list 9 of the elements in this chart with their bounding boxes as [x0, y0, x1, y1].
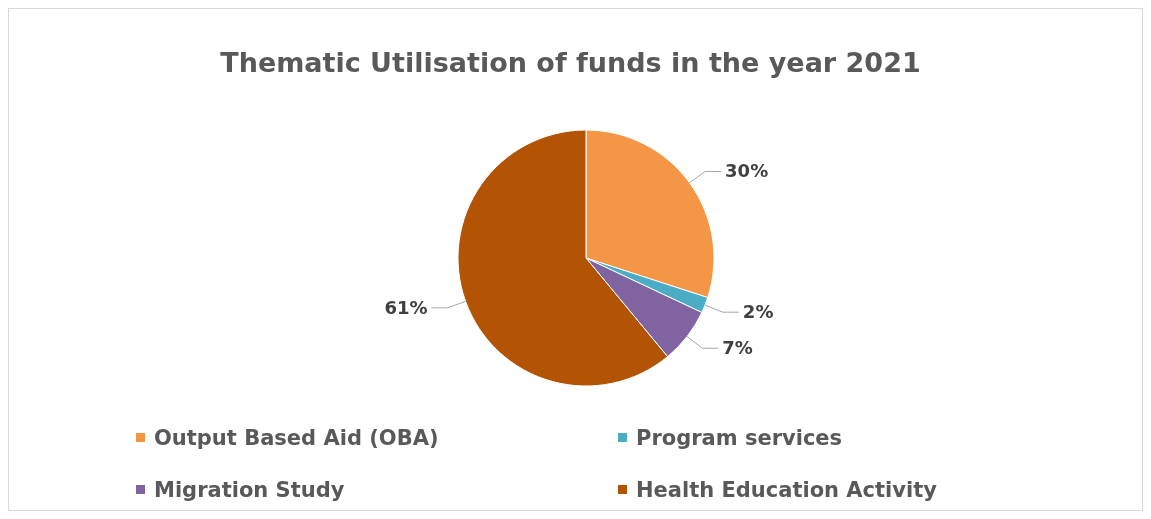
data-label: 7% [722, 337, 753, 359]
legend-label: Migration Study [154, 478, 345, 502]
legend-label: Program services [636, 426, 843, 450]
data-label: 61% [384, 296, 428, 318]
chart-title: Thematic Utilisation of funds in the year 2021 [220, 47, 921, 78]
legend-label: Output Based Aid (OBA) [154, 426, 439, 450]
data-label: 2% [742, 301, 774, 323]
legend-label: Health Education Activity [636, 478, 938, 502]
data-label: 30% [725, 160, 769, 182]
